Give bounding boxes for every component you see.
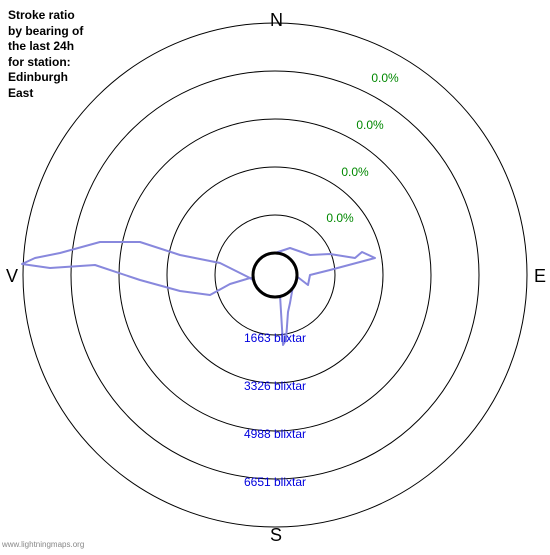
polar-chart: N E S V 0.0% 0.0% 0.0% 0.0% 1663 blixtar 3326… <box>0 0 550 550</box>
compass-n: N <box>270 10 283 31</box>
ring-count-label: 3326 blixtar <box>244 379 306 393</box>
ring-percent-label: 0.0% <box>371 71 398 85</box>
ring-count-label: 4988 blixtar <box>244 427 306 441</box>
compass-v: V <box>6 266 18 287</box>
ring-count-label: 6651 blixtar <box>244 475 306 489</box>
ring-percent-label: 0.0% <box>356 118 383 132</box>
compass-e: E <box>534 266 546 287</box>
ring-count-label: 1663 blixtar <box>244 331 306 345</box>
compass-s: S <box>270 525 282 546</box>
ring-percent-label: 0.0% <box>326 211 353 225</box>
chart-svg <box>0 0 550 550</box>
ring-percent-label: 0.0% <box>341 165 368 179</box>
